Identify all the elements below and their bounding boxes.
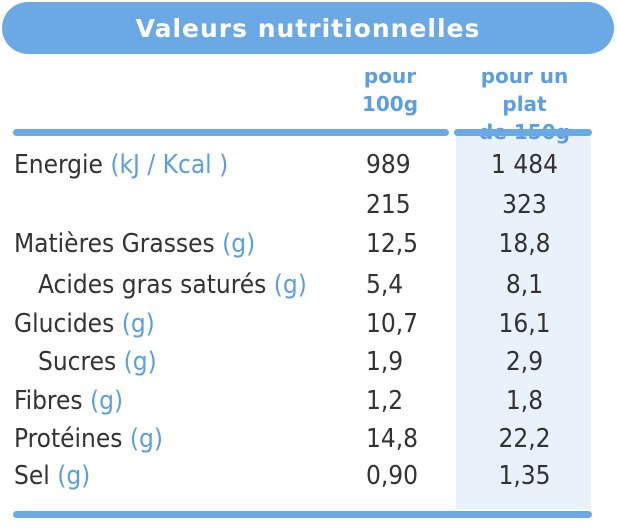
nutrient-unit: (g)	[121, 309, 155, 339]
title-banner: Valeurs nutritionnelles	[2, 2, 614, 54]
nutrient-name: Glucides (g)	[14, 309, 155, 339]
nutrient-unit: (g)	[89, 386, 124, 416]
table-row: Fibres (g) 1,2 1,8	[0, 382, 617, 420]
table-row: Acides gras saturés (g) 5,4 8,1	[0, 266, 617, 304]
column-header-line: pour un plat	[480, 64, 569, 116]
value-per-serving: 16,1	[498, 309, 551, 339]
column-header-line: pour	[363, 64, 417, 88]
value-per-100g: 0,90	[366, 461, 419, 491]
value-per-serving: 1,8	[505, 386, 544, 416]
value-per-serving: 323	[502, 190, 547, 220]
value-per-serving: 18,8	[498, 229, 551, 259]
value-per-100g: 14,8	[366, 424, 419, 454]
value-per-100g: 10,7	[366, 309, 419, 339]
value-per-100g: 1,2	[366, 386, 404, 416]
nutrient-name: Sel (g)	[14, 461, 91, 491]
footer-divider	[13, 511, 592, 518]
value-per-100g: 12,5	[366, 229, 419, 259]
nutrient-name: Matières Grasses (g)	[14, 229, 256, 259]
value-per-100g: 215	[366, 190, 411, 220]
value-per-serving: 1 484	[491, 150, 558, 180]
table-row: Matières Grasses (g) 12,5 18,8	[0, 225, 617, 263]
column-header-per-serving: pour un plat de 150g	[457, 62, 592, 146]
nutrient-name: Acides gras saturés (g)	[38, 270, 307, 300]
table-row: Protéines (g) 14,8 22,2	[0, 420, 617, 458]
per-serving-column-shade	[456, 133, 591, 509]
nutrient-name: Fibres (g)	[14, 386, 124, 416]
nutrient-unit: (kJ / Kcal )	[110, 150, 229, 180]
column-header-per-100g: pour 100g	[350, 62, 430, 118]
value-per-100g: 5,4	[366, 270, 404, 300]
value-per-serving: 1,35	[498, 461, 551, 491]
header-divider-right	[454, 129, 592, 136]
nutrient-unit: (g)	[57, 461, 91, 491]
value-per-100g: 989	[366, 150, 411, 180]
nutrient-unit: (g)	[129, 424, 164, 454]
nutrient-unit: (g)	[222, 229, 256, 259]
nutrient-name: Energie (kJ / Kcal )	[14, 150, 229, 180]
nutrient-name: Sucres (g)	[38, 347, 157, 377]
table-row: Sucres (g) 1,9 2,9	[0, 343, 617, 381]
nutrient-name: Protéines (g)	[14, 424, 164, 454]
value-per-serving: 22,2	[498, 424, 551, 454]
table-title: Valeurs nutritionnelles	[135, 13, 481, 43]
column-header-line: 100g	[361, 92, 419, 116]
value-per-serving: 2,9	[505, 347, 544, 377]
table-row: 215 323	[0, 186, 617, 224]
value-per-serving: 8,1	[505, 270, 544, 300]
value-per-100g: 1,9	[366, 347, 404, 377]
header-divider-left	[13, 129, 449, 136]
nutrient-unit: (g)	[273, 270, 307, 300]
table-row: Energie (kJ / Kcal ) 989 1 484	[0, 146, 617, 184]
table-row: Sel (g) 0,90 1,35	[0, 457, 617, 495]
table-row: Glucides (g) 10,7 16,1	[0, 305, 617, 343]
nutrient-unit: (g)	[123, 347, 157, 377]
